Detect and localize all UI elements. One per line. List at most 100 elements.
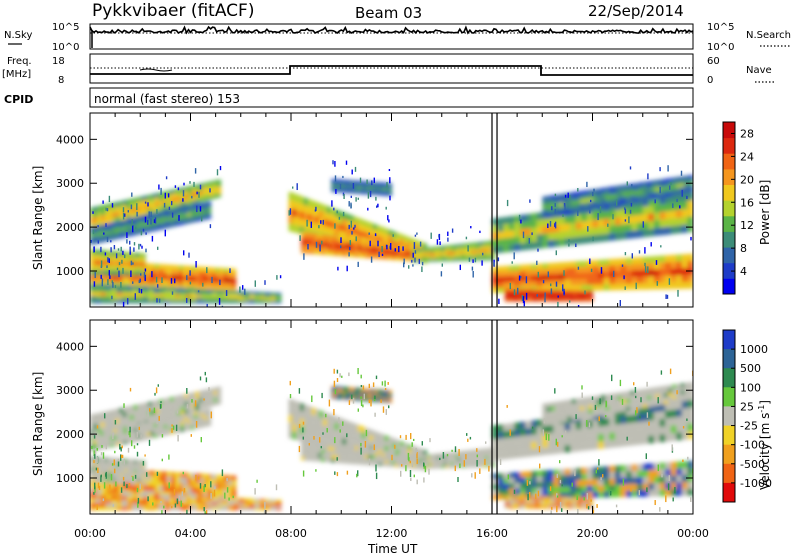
echo-speck — [144, 201, 147, 204]
echo-cell — [631, 276, 638, 284]
echo-cell — [455, 458, 459, 462]
echo-cell — [648, 404, 655, 413]
echo-speck — [110, 240, 112, 243]
echo-cell — [603, 259, 610, 266]
echo-speck — [118, 262, 121, 266]
echo-cell — [590, 290, 594, 293]
echo-cell — [219, 479, 225, 485]
echo-cell — [383, 193, 386, 196]
echo-cell — [191, 200, 196, 205]
echo-cell — [327, 235, 332, 240]
echo-cell — [134, 278, 140, 284]
echo-cell — [575, 480, 582, 487]
echo-cell — [471, 246, 475, 250]
echo-cell — [100, 412, 106, 418]
echo-cell — [376, 231, 382, 237]
echo-cell — [617, 193, 623, 198]
echo-cell — [559, 273, 566, 280]
echo-cell — [439, 252, 443, 256]
echo-cell — [174, 294, 181, 298]
echo-cell — [105, 288, 112, 293]
echo-cell — [373, 192, 376, 195]
echo-cell — [663, 182, 669, 187]
echo-cell — [296, 432, 301, 441]
echo-speck — [536, 294, 538, 297]
echo-cell — [558, 499, 562, 502]
echo-speck — [531, 232, 533, 236]
echo-speck — [334, 175, 337, 182]
echo-cell — [551, 294, 554, 297]
echo-cell — [99, 249, 102, 255]
echo-cell — [164, 494, 171, 498]
echo-cell — [497, 489, 504, 495]
echo-cell — [259, 501, 266, 504]
echo-cell — [436, 252, 440, 256]
echo-cell — [670, 482, 677, 490]
echo-speck — [147, 219, 149, 225]
echo-cell — [243, 293, 250, 297]
echo-cell — [514, 215, 521, 223]
echo-cell — [392, 438, 397, 444]
echo-speck — [106, 265, 108, 268]
echo-cell — [565, 292, 569, 295]
echo-cell — [330, 415, 336, 422]
echo-cell — [207, 276, 212, 282]
echo-cell — [140, 477, 143, 483]
echo-cell — [621, 196, 627, 201]
echo-cell — [142, 469, 145, 474]
echo-cell — [564, 273, 571, 280]
echo-cell — [376, 225, 382, 232]
echo-cell — [404, 258, 409, 261]
echo-cell — [396, 242, 401, 248]
echo-cell — [93, 477, 96, 483]
echo-cell — [179, 472, 184, 478]
echo-cell — [563, 197, 568, 202]
echo-speck — [126, 232, 128, 238]
echo-cell — [516, 296, 520, 300]
freq-strip — [89, 53, 694, 84]
echo-cell — [183, 413, 188, 418]
echo-speck — [642, 221, 644, 228]
echo-cell — [187, 419, 192, 424]
echo-cell — [337, 252, 342, 257]
echo-cell — [423, 259, 426, 262]
echo-cell — [659, 426, 666, 435]
echo-cell — [353, 395, 356, 398]
echo-cell — [547, 470, 554, 476]
echo-cell — [94, 281, 99, 287]
echo-cell — [227, 489, 233, 495]
echo-cell — [303, 212, 309, 221]
echo-cell — [546, 299, 550, 302]
echo-cell — [514, 472, 521, 478]
echo-cell — [563, 501, 567, 504]
echo-speck — [517, 287, 519, 295]
echo-cell — [680, 187, 686, 191]
echo-cell — [100, 491, 107, 496]
echo-cell — [603, 491, 610, 498]
echo-cell — [140, 270, 143, 276]
echo-cell — [681, 275, 688, 282]
echo-cell — [466, 257, 470, 261]
echo-cell — [379, 190, 383, 193]
echo-cell — [398, 251, 403, 255]
echo-cell — [150, 228, 155, 232]
echo-cell — [134, 270, 137, 276]
echo-speck — [216, 169, 219, 176]
echo-cell — [136, 464, 139, 469]
echo-cell — [361, 432, 366, 439]
echo-cell — [113, 472, 116, 478]
echo-speck — [338, 216, 341, 220]
echo-cell — [114, 282, 119, 288]
echo-cell — [122, 205, 127, 210]
echo-cell — [200, 203, 205, 207]
echo-cell — [356, 392, 359, 396]
echo-cell — [288, 223, 293, 232]
echo-cell — [388, 240, 393, 246]
echo-cell — [169, 413, 174, 418]
echo-cell — [519, 214, 527, 222]
echo-cell — [396, 237, 401, 243]
echo-cell — [183, 424, 188, 428]
echo-cell — [374, 389, 378, 392]
echo-cell — [389, 185, 393, 189]
echo-cell — [344, 392, 347, 395]
